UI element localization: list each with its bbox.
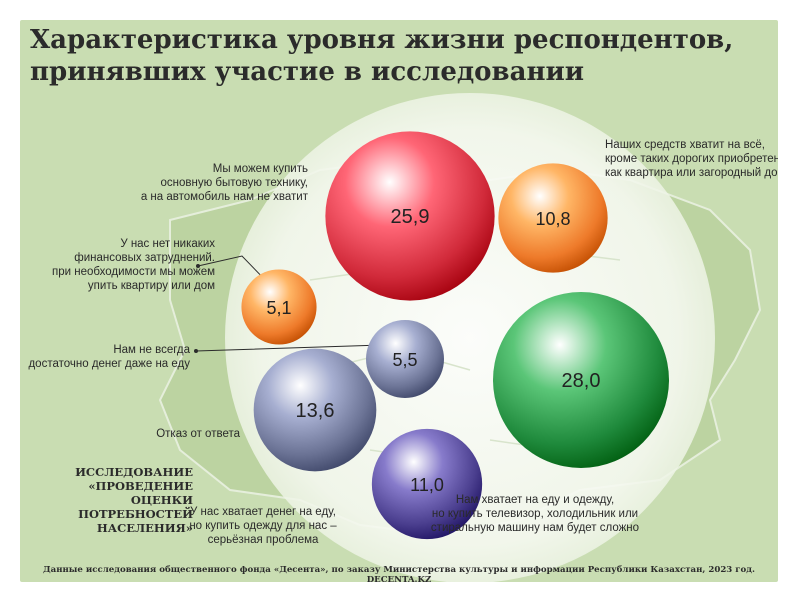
label-line: но купить одежду для нас – — [189, 520, 337, 532]
source-footnote: Данные исследования общественного фонда … — [43, 565, 755, 582]
bubble — [498, 163, 608, 273]
bubble — [325, 131, 495, 301]
label-line: Нам не всегда — [113, 344, 190, 356]
study-line-2: «ПРОВЕДЕНИЕ ОЦЕНКИ — [88, 479, 193, 507]
bubble — [371, 428, 483, 540]
bubble — [365, 319, 445, 399]
label-line: основную бытовую технику, — [160, 177, 309, 189]
label-line: У нас нет никаких — [120, 238, 215, 250]
label-line: но купить телевизор, холодильник или — [431, 508, 639, 520]
bubble-value-label: 25,9 — [391, 206, 430, 228]
page-title: Характеристика уровня жизни респондентов… — [30, 24, 770, 88]
bubble-category-label: У нас хватает денег на еду, но купить оде… — [173, 505, 353, 547]
bubble-value-label: 5,1 — [266, 298, 291, 318]
leader-dot — [194, 349, 198, 353]
study-line-1: ИССЛЕДОВАНИЕ — [75, 465, 193, 479]
label-line: стиральную машину нам будет сложно — [430, 522, 640, 534]
bubble-value-label: 13,6 — [296, 400, 335, 422]
study-line-4: НАСЕЛЕНИЯ» — [96, 521, 193, 535]
label-line: Мы можем купить — [212, 163, 308, 175]
label-line: финансовых затруднений. — [74, 252, 215, 264]
label-line: при необходимости мы можем — [52, 266, 215, 278]
bubble-value-label: 11,0 — [410, 475, 444, 495]
bubble — [253, 348, 377, 472]
bubble-category-label: Мы можем купить основную бытовую технику,… — [108, 162, 308, 204]
label-line: Отказ от ответа — [156, 428, 240, 440]
bubble-value-label: 28,0 — [562, 370, 601, 392]
bubble-category-label: У нас нет никаких финансовых затруднений.… — [45, 237, 215, 293]
infographic-card: Характеристика уровня жизни респондентов… — [20, 20, 778, 582]
label-line: как квартира или загородный дом — [605, 167, 778, 179]
bubble-value-label: 10,8 — [535, 209, 570, 229]
bubble-category-label: Нам не всегда достаточно денег даже на ед… — [20, 343, 190, 371]
leader-dot — [196, 264, 200, 268]
label-line: а на автомобиль нам не хватит — [140, 191, 308, 203]
title-line-1: Характеристика уровня жизни респондентов… — [30, 25, 734, 55]
bubble-category-label: Наших средств хватит на всё, кроме таких … — [605, 138, 778, 180]
bubble-chart: 25,9 10,8 5,1 5,5 28,0 13,6 11,0 — [194, 131, 669, 540]
label-line: Нам хватает на еду и одежду, — [455, 494, 615, 506]
bubble — [493, 292, 669, 468]
bubble — [241, 269, 317, 345]
study-title: ИССЛЕДОВАНИЕ «ПРОВЕДЕНИЕ ОЦЕНКИ ПОТРЕБНО… — [23, 465, 193, 535]
label-line: У нас хватает денег на еду, — [190, 506, 336, 518]
label-line: кроме таких дорогих приобретений, — [605, 153, 778, 165]
label-line: достаточно денег даже на еду — [28, 358, 190, 370]
label-line: упить квартиру или дом — [87, 280, 215, 292]
bubble-value-label: 5,5 — [392, 350, 417, 370]
label-line: Наших средств хватит на всё, — [605, 139, 765, 151]
label-line: серьёзная проблема — [207, 534, 319, 546]
study-line-3: ПОТРЕБНОСТЕЙ — [78, 507, 193, 521]
title-line-2: принявших участие в исследовании — [30, 57, 585, 87]
bubble-category-label: Отказ от ответа — [80, 427, 240, 441]
bubble-category-label: Нам хватает на еду и одежду, но купить те… — [420, 493, 650, 535]
